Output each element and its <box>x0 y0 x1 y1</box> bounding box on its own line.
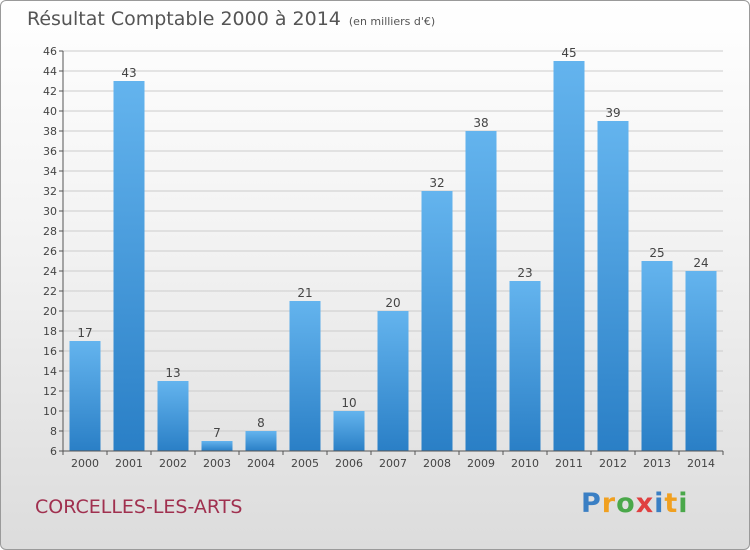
data-label: 17 <box>77 326 92 340</box>
x-tick-label: 2013 <box>643 457 671 470</box>
y-tick-label: 38 <box>43 125 57 138</box>
y-tick-label: 12 <box>43 385 57 398</box>
bar <box>509 281 541 451</box>
logo-letter: P <box>581 488 602 519</box>
data-label: 7 <box>213 426 221 440</box>
commune-name: CORCELLES-LES-ARTS <box>35 496 243 518</box>
data-label: 25 <box>649 246 664 260</box>
logo-letter: r <box>601 488 617 519</box>
chart-title: Résultat Comptable 2000 à 2014 (en millie… <box>27 8 435 30</box>
x-tick-label: 2012 <box>599 457 627 470</box>
bar <box>597 121 629 451</box>
logo-letter: t <box>664 488 679 519</box>
bar <box>421 191 453 451</box>
data-label: 39 <box>605 106 620 120</box>
y-tick-label: 6 <box>50 445 57 458</box>
x-tick-label: 2000 <box>71 457 99 470</box>
x-tick-label: 2001 <box>115 457 143 470</box>
bar <box>333 411 365 451</box>
data-label: 38 <box>473 116 488 130</box>
data-label: 20 <box>385 296 400 310</box>
bar <box>465 131 497 451</box>
y-tick-label: 16 <box>43 345 57 358</box>
x-tick-label: 2005 <box>291 457 319 470</box>
y-tick-label: 32 <box>43 185 57 198</box>
y-tick-label: 26 <box>43 245 57 258</box>
y-tick-label: 34 <box>43 165 57 178</box>
logo-letter: o <box>616 488 636 519</box>
data-label: 8 <box>257 416 265 430</box>
chart-title-text: Résultat Comptable 2000 à 2014 <box>27 8 341 30</box>
logo-letter: x <box>635 488 655 519</box>
x-tick-label: 2011 <box>555 457 583 470</box>
data-label: 23 <box>517 266 532 280</box>
data-label: 10 <box>341 396 356 410</box>
proxiti-logo: Proxiti <box>581 488 689 519</box>
bar <box>553 61 585 451</box>
data-label: 21 <box>297 286 312 300</box>
y-tick-label: 28 <box>43 225 57 238</box>
logo-letter: i <box>654 488 665 519</box>
data-label: 32 <box>429 176 444 190</box>
data-label: 13 <box>165 366 180 380</box>
y-tick-label: 8 <box>50 425 57 438</box>
y-tick-label: 30 <box>43 205 57 218</box>
x-tick-label: 2008 <box>423 457 451 470</box>
y-tick-label: 10 <box>43 405 57 418</box>
x-tick-label: 2006 <box>335 457 363 470</box>
x-tick-label: 2009 <box>467 457 495 470</box>
y-tick-label: 40 <box>43 105 57 118</box>
x-tick-label: 2002 <box>159 457 187 470</box>
x-tick-label: 2007 <box>379 457 407 470</box>
y-tick-label: 36 <box>43 145 57 158</box>
bar <box>685 271 717 451</box>
data-label: 43 <box>121 66 136 80</box>
x-tick-label: 2014 <box>687 457 715 470</box>
y-tick-label: 22 <box>43 285 57 298</box>
bar <box>69 341 101 451</box>
bar <box>157 381 189 451</box>
bar <box>245 431 277 451</box>
y-tick-label: 18 <box>43 325 57 338</box>
bar <box>113 81 145 451</box>
data-label: 45 <box>561 46 576 60</box>
y-tick-label: 46 <box>43 45 57 58</box>
x-tick-label: 2003 <box>203 457 231 470</box>
chart-subtitle: (en milliers d'€) <box>348 15 436 28</box>
x-tick-label: 2004 <box>247 457 275 470</box>
bar <box>641 261 673 451</box>
y-tick-label: 42 <box>43 85 57 98</box>
y-tick-label: 20 <box>43 305 57 318</box>
y-tick-label: 44 <box>43 65 57 78</box>
bar <box>377 311 409 451</box>
logo-letter: i <box>678 488 689 519</box>
data-label: 24 <box>693 256 708 270</box>
y-tick-label: 24 <box>43 265 57 278</box>
bar <box>289 301 321 451</box>
y-tick-label: 14 <box>43 365 57 378</box>
x-tick-label: 2010 <box>511 457 539 470</box>
bar <box>201 441 233 451</box>
